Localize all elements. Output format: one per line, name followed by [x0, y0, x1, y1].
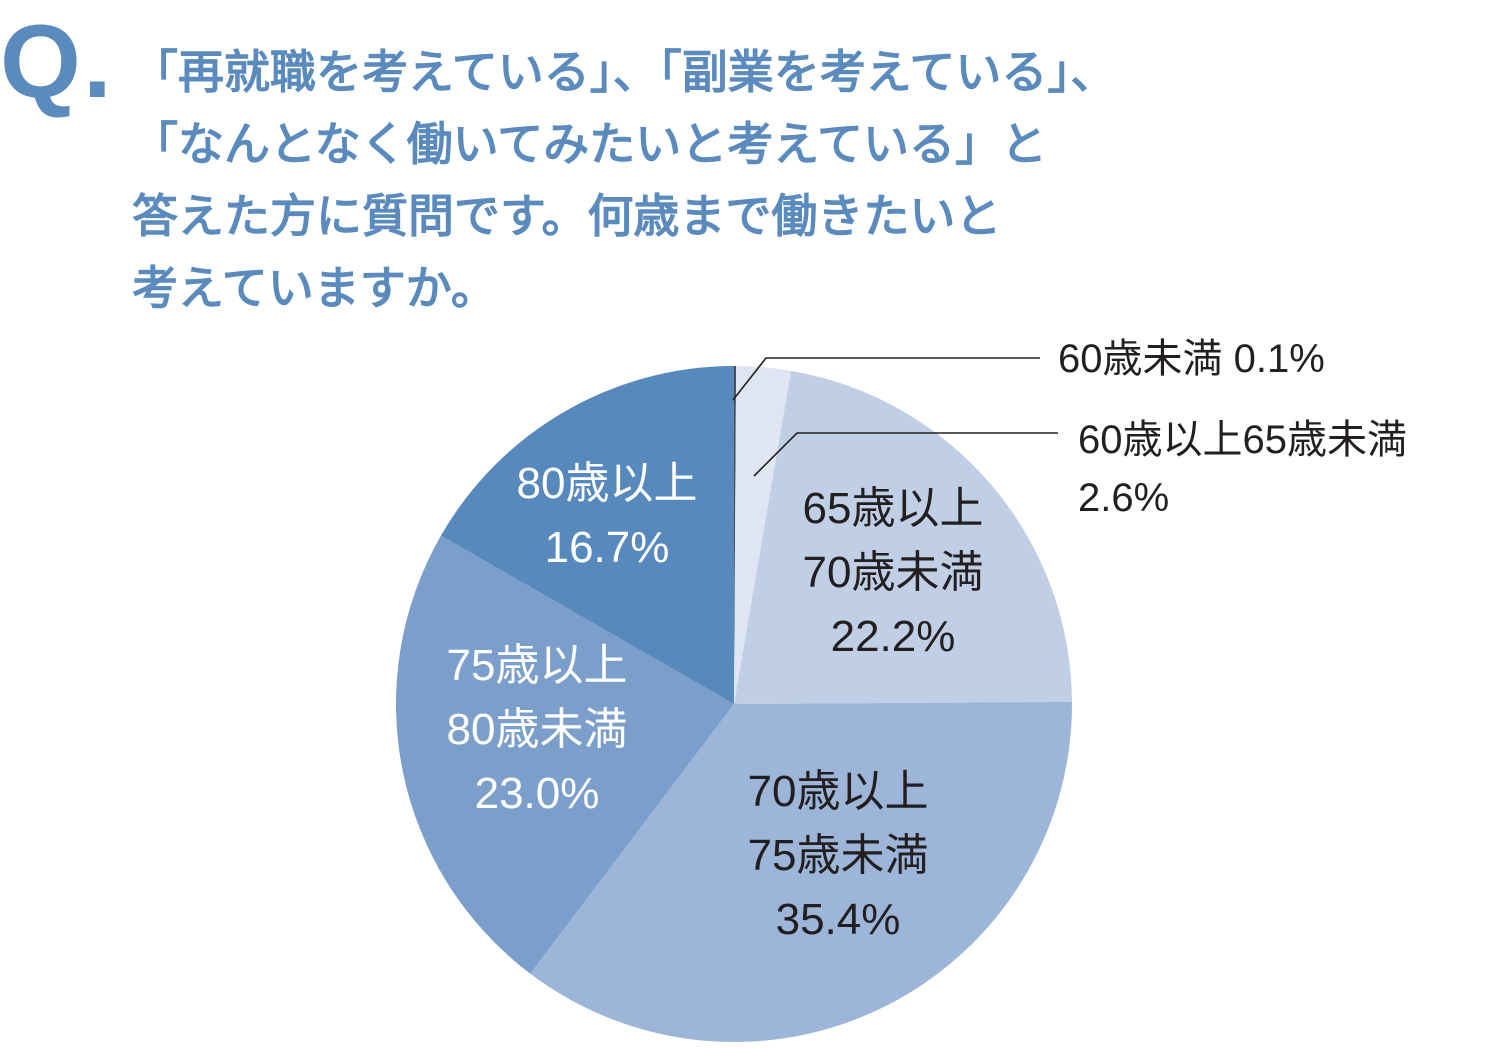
- leader-line-1: [753, 432, 1058, 477]
- slice-label-3: 70歳以上 75歳未満 35.4%: [748, 767, 929, 944]
- pie-slice-2: [734, 370, 1072, 704]
- callout-label-1-line-1: 2.6%: [1078, 476, 1169, 520]
- slice-label-2-line-2: 22.2%: [831, 612, 956, 661]
- slice-label-4-line-1: 80歳未満: [447, 705, 628, 754]
- question-text: 「再就職を考えている」、「副業を考えている」、 「なんとなく働いてみたいと考えて…: [132, 36, 1232, 324]
- slice-label-4: 75歳以上 80歳未満 23.0%: [447, 641, 628, 818]
- slice-label-4-line-0: 75歳以上: [447, 641, 628, 690]
- question-line-4: 考えていますか。: [132, 261, 497, 315]
- question-line-3: 答えた方に質問です。何歳まで働きたいと: [132, 189, 1002, 243]
- slice-label-3-line-1: 75歳未満: [748, 831, 929, 880]
- callout-label-0: 60歳未満 0.1%: [1058, 337, 1325, 381]
- slice-label-3-line-2: 35.4%: [776, 895, 901, 944]
- callout-label-1-line-0: 60歳以上65歳未満: [1078, 418, 1407, 462]
- slice-label-2: 65歳以上 70歳未満 22.2%: [803, 484, 984, 661]
- slice-label-5: 80歳以上 16.7%: [517, 459, 698, 572]
- pie-slice-4: [396, 535, 734, 974]
- question-line-1: 「再就職を考えている」、「副業を考えている」、: [132, 45, 1117, 99]
- slice-labels: 60歳未満 0.1% 60歳以上65歳未満 2.6% 65歳以上 70歳未満 22.2% 7…: [447, 337, 1407, 944]
- pie-slices: [396, 366, 1072, 1042]
- callout-label-0-line-0: 60歳未満 0.1%: [1058, 337, 1325, 381]
- slice-label-4-line-2: 23.0%: [475, 769, 600, 818]
- question-line-2: 「なんとなく働いてみたいと考えている」と: [132, 117, 1047, 171]
- pie-slice-1: [734, 366, 792, 704]
- slice-label-2-line-0: 65歳以上: [803, 484, 984, 533]
- callout-leader-lines: [732, 357, 1058, 477]
- slice-label-3-line-0: 70歳以上: [748, 767, 929, 816]
- leader-line-0: [732, 357, 1040, 401]
- slice-label-5-line-0: 80歳以上: [517, 459, 698, 508]
- pie-slice-3: [530, 701, 1072, 1042]
- slice-label-5-line-1: 16.7%: [545, 523, 670, 572]
- pie-slice-0: [734, 366, 737, 704]
- slice-label-2-line-1: 70歳未満: [803, 548, 984, 597]
- pie-slice-5: [440, 366, 734, 704]
- callout-label-1: 60歳以上65歳未満 2.6%: [1078, 418, 1407, 520]
- question-mark: Q.: [0, 4, 114, 120]
